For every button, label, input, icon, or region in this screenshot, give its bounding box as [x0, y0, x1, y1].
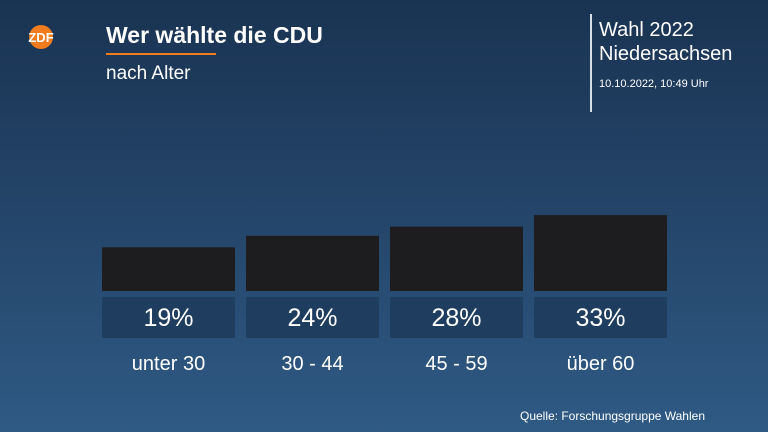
value-label-box-0	[102, 297, 235, 338]
value-label-2: 28%	[431, 304, 481, 332]
timestamp: 10.10.2022, 10:49 Uhr	[599, 78, 709, 90]
election-info: Wahl 2022 Niedersachsen	[599, 18, 732, 66]
category-label-3: über 60	[567, 353, 635, 375]
header-divider	[590, 14, 592, 112]
value-label-1: 24%	[287, 304, 337, 332]
bar-3	[534, 215, 667, 291]
value-label-box-3	[534, 297, 667, 338]
logo-text: ZDF	[28, 30, 53, 45]
bar-1	[246, 235, 379, 291]
value-label-3: 33%	[575, 304, 625, 332]
election-region: Niedersachsen	[599, 43, 733, 65]
chart-subtitle: nach Alter	[106, 63, 191, 84]
value-label-box-2	[390, 297, 523, 338]
value-label-box-1	[246, 297, 379, 338]
category-label-1: 30 - 44	[281, 353, 343, 375]
value-label-0: 19%	[143, 304, 193, 332]
category-label-0: unter 30	[132, 353, 205, 375]
title-underline	[106, 53, 216, 55]
chart-title: Wer wählte die CDU	[106, 22, 323, 48]
election-name: Wahl 2022	[599, 19, 694, 41]
bar-2	[390, 226, 523, 291]
bar-0	[102, 247, 235, 291]
category-label-2: 45 - 59	[425, 353, 487, 375]
source-note: Quelle: Forschungsgruppe Wahlen	[520, 409, 705, 423]
zdf-logo: ZDF	[28, 25, 54, 49]
